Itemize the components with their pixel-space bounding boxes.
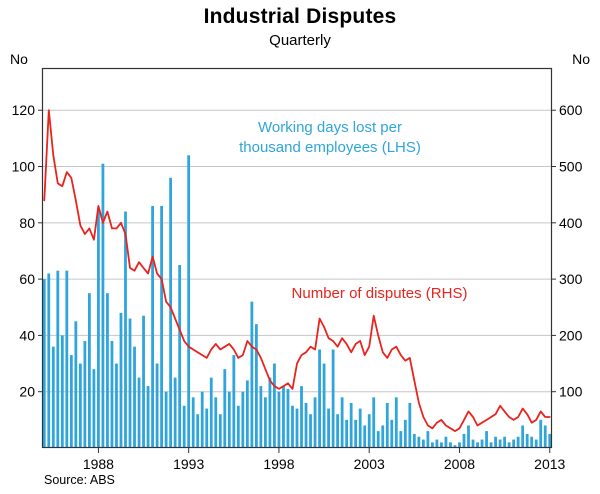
bars-series-label-line2: thousand employees (LHS) [239,139,421,157]
svg-text:80: 80 [19,215,35,231]
svg-text:60: 60 [19,271,35,287]
svg-text:1998: 1998 [263,456,294,472]
svg-text:400: 400 [559,215,583,231]
svg-text:40: 40 [19,327,35,343]
line-series [43,109,551,433]
svg-text:500: 500 [559,159,583,175]
svg-text:20: 20 [19,384,35,400]
svg-text:1988: 1988 [83,456,114,472]
chart-subtitle: Quarterly [269,32,331,49]
left-axis-unit: No [10,51,28,67]
svg-text:120: 120 [12,102,36,118]
source-note: Source: ABS [44,473,115,487]
bars-series-label: Working days lost per thousand employees… [203,118,457,159]
gridlines [42,109,552,393]
svg-text:2013: 2013 [534,456,565,472]
bars-series [42,155,552,448]
chart-title: Industrial Disputes [203,5,397,28]
svg-text:100: 100 [12,159,36,175]
svg-text:2003: 2003 [354,456,385,472]
bars-series-label-line1: Working days lost per [258,119,402,136]
svg-text:1993: 1993 [173,456,204,472]
svg-text:100: 100 [559,384,583,400]
svg-text:300: 300 [559,271,583,287]
plot-frame [41,67,553,449]
svg-text:200: 200 [559,327,583,343]
axis-labels: 20 40 60 80 100 120 100 200 300 400 500 600 1988 1993… [12,102,583,472]
line-series-label: Number of disputes (RHS) [291,285,468,302]
svg-text:600: 600 [559,102,583,118]
right-axis-unit: No [572,51,590,67]
svg-text:2008: 2008 [444,456,475,472]
